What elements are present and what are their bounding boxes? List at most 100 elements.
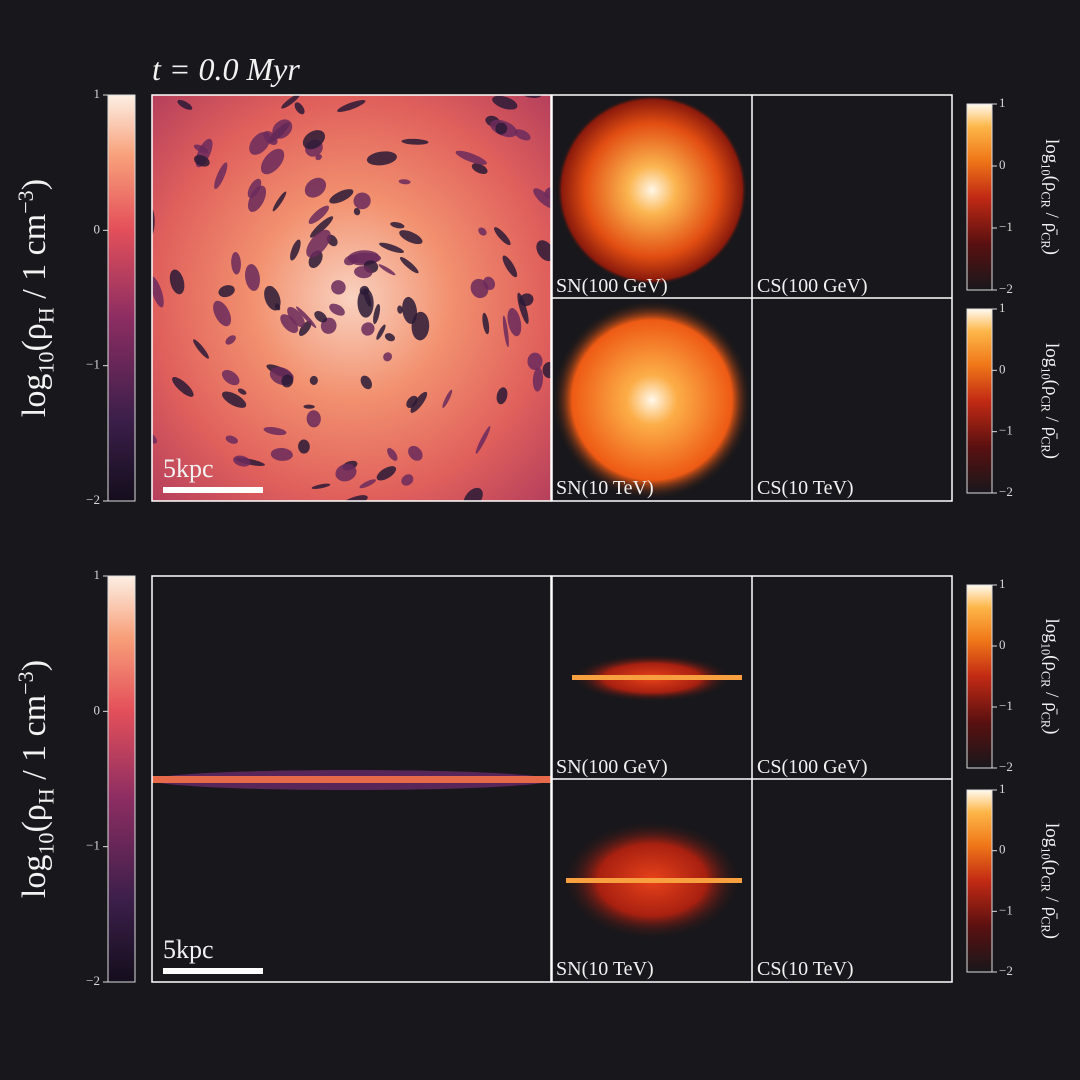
sn-100gev-disk — [572, 675, 742, 680]
tick-label: −2 — [999, 963, 1013, 978]
sn-100gev-map — [557, 95, 747, 285]
label-part: 10 — [1038, 643, 1052, 655]
tick-label: −2 — [86, 973, 100, 988]
tick-label: −1 — [86, 357, 100, 372]
colorbar-label: log10(ρCR / ρ̄CR) — [1038, 343, 1062, 459]
sn-10tev-disk — [566, 878, 742, 883]
tick-label: −2 — [86, 492, 100, 507]
tick-label: −1 — [999, 902, 1013, 917]
label-part: log — [1041, 343, 1062, 368]
tick-label: 1 — [94, 567, 101, 582]
tick-label: 0 — [94, 702, 101, 717]
label-part: ) — [1041, 453, 1062, 459]
tick-label: 0 — [999, 361, 1006, 376]
label-part: (ρ — [1041, 380, 1062, 396]
face-on-density-map — [152, 95, 551, 501]
tick-label: −2 — [999, 484, 1013, 499]
tick-label: −1 — [86, 838, 100, 853]
colorbar-label: log10(ρH / 1 cm−3) — [13, 660, 58, 898]
tick-label: 0 — [999, 157, 1006, 172]
tick-label: −1 — [999, 698, 1013, 713]
main-panel-frame — [151, 575, 552, 983]
label-part: log — [16, 374, 53, 417]
sn-10tev-map — [552, 300, 752, 500]
label-part: 10 — [34, 352, 59, 374]
label-part: CR — [1038, 232, 1052, 249]
label-part: / 1 cm — [16, 214, 53, 307]
label-part: / ρ̄ — [1041, 687, 1062, 714]
label-part: −3 — [13, 671, 38, 695]
label-part: (ρ — [1041, 655, 1062, 671]
colorbar-label: log10(ρCR / ρ̄CR) — [1038, 823, 1062, 939]
colorbar — [966, 789, 993, 973]
tick-label: 1 — [999, 300, 1006, 315]
label-part: (ρ — [1041, 176, 1062, 192]
colorbar — [107, 94, 136, 502]
label-part: / ρ̄ — [1041, 892, 1062, 919]
label-part: ) — [16, 660, 53, 671]
label-part: CR — [1038, 712, 1052, 729]
tick-label: −1 — [999, 219, 1013, 234]
edge-on-disk — [152, 776, 551, 783]
label-part: ) — [1041, 933, 1062, 939]
label-part: H — [34, 307, 59, 323]
colorbar-label: log10(ρH / 1 cm−3) — [13, 179, 58, 417]
colorbar-label: log10(ρCR / ρ̄CR) — [1038, 139, 1062, 255]
label-part: H — [34, 788, 59, 804]
tick-label: −2 — [999, 759, 1013, 774]
colorbar — [107, 575, 136, 983]
label-part: 10 — [34, 833, 59, 855]
label-part: 10 — [1038, 163, 1052, 175]
label-part: (ρ — [16, 323, 53, 351]
tick-label: 1 — [999, 781, 1006, 796]
label-part: log — [1041, 823, 1062, 848]
label-part: −3 — [13, 190, 38, 214]
scale-bar — [163, 968, 263, 974]
label-part: ) — [1041, 728, 1062, 734]
label-part: / ρ̄ — [1041, 412, 1062, 439]
label-part: (ρ — [16, 804, 53, 832]
panel-label: SN(10 TeV) — [556, 958, 654, 980]
label-part: log — [1041, 139, 1062, 164]
panel-label: SN(100 GeV) — [556, 275, 668, 297]
tick-label: 0 — [999, 637, 1006, 652]
tick-label: 1 — [999, 576, 1006, 591]
label-part: CR — [1038, 191, 1052, 208]
scale-bar-label: 5kpc — [163, 454, 214, 483]
label-part: CR — [1038, 671, 1052, 688]
tick-label: 1 — [94, 86, 101, 101]
label-part: / ρ̄ — [1041, 208, 1062, 235]
label-part: 10 — [1038, 367, 1052, 379]
label-part: CR — [1038, 436, 1052, 453]
title: t = 0.0 Myr — [152, 51, 300, 87]
colorbar-label: log10(ρCR / ρ̄CR) — [1038, 619, 1062, 735]
label-part: CR — [1038, 395, 1052, 412]
panel-label: CS(10 TeV) — [757, 958, 854, 980]
panel-label: SN(100 GeV) — [556, 756, 668, 778]
label-part: CR — [1038, 875, 1052, 892]
panel-label: CS(100 GeV) — [757, 756, 868, 778]
scale-bar-label: 5kpc — [163, 935, 214, 964]
tick-label: 0 — [999, 842, 1006, 857]
label-part: 10 — [1038, 847, 1052, 859]
label-part: / 1 cm — [16, 695, 53, 788]
tick-label: 0 — [94, 221, 101, 236]
label-part: log — [16, 855, 53, 898]
tick-label: −2 — [999, 281, 1013, 296]
label-part: ) — [16, 179, 53, 190]
colorbar — [966, 103, 993, 291]
colorbar — [966, 308, 993, 494]
label-part: (ρ — [1041, 860, 1062, 876]
panel-label: SN(10 TeV) — [556, 477, 654, 499]
scale-bar — [163, 487, 263, 493]
tick-label: −1 — [999, 423, 1013, 438]
label-part: ) — [1041, 249, 1062, 255]
panel-label: CS(100 GeV) — [757, 275, 868, 297]
main-panel-frame — [151, 94, 552, 502]
label-part: log — [1041, 619, 1062, 644]
label-part: CR — [1038, 916, 1052, 933]
tick-label: 1 — [999, 95, 1006, 110]
colorbar — [966, 584, 993, 769]
panel-label: CS(10 TeV) — [757, 477, 854, 499]
